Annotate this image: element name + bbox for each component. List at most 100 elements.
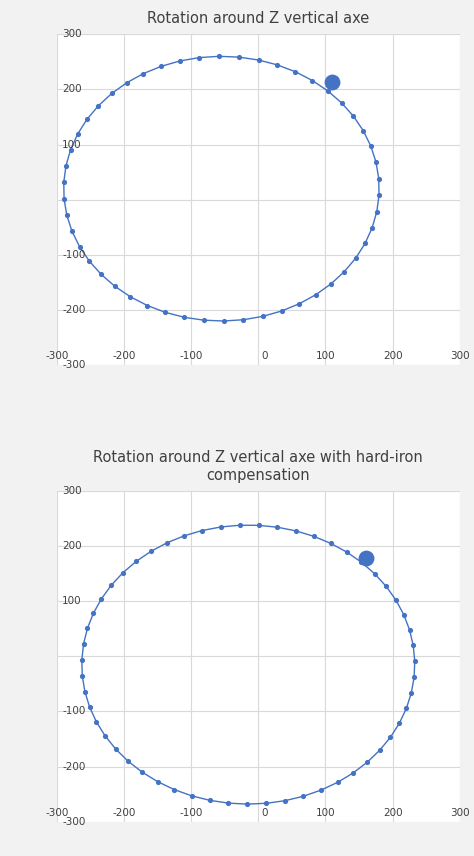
Point [63, 208, 71, 222]
Point [324, 84, 332, 98]
Point [359, 124, 367, 138]
Point [108, 579, 115, 592]
Text: -200: -200 [62, 305, 86, 315]
Point [80, 637, 87, 651]
Point [196, 51, 203, 64]
Point [343, 545, 351, 559]
Point [98, 592, 105, 606]
Point [400, 608, 408, 621]
Point [376, 744, 383, 758]
Point [367, 140, 374, 153]
Text: -300: -300 [62, 817, 86, 827]
Point [90, 607, 97, 621]
Point [292, 524, 300, 538]
Point [83, 621, 91, 635]
Point [387, 730, 394, 744]
Point [163, 536, 171, 550]
Text: -200: -200 [62, 762, 86, 771]
Point [239, 313, 247, 327]
Point [410, 639, 417, 652]
Point [200, 313, 208, 327]
Point [170, 782, 178, 796]
Point [86, 700, 93, 714]
Point [236, 519, 243, 532]
Point [78, 653, 86, 667]
Point [162, 306, 169, 319]
Point [361, 236, 369, 250]
Point [108, 86, 116, 100]
Point [375, 172, 383, 186]
Point [375, 188, 383, 202]
Point [188, 789, 195, 803]
Point [144, 299, 151, 312]
Point [317, 783, 325, 797]
Text: 200: 200 [62, 85, 82, 94]
Point [383, 580, 390, 593]
Point [181, 529, 188, 543]
Title: Rotation around Z vertical axe with hard-iron
compensation: Rotation around Z vertical axe with hard… [93, 450, 423, 483]
Text: 300: 300 [450, 808, 470, 817]
Text: 200: 200 [383, 808, 402, 817]
Point [235, 51, 243, 64]
Point [74, 128, 82, 141]
Point [406, 623, 413, 637]
Point [62, 159, 70, 173]
Point [138, 765, 146, 779]
Point [300, 789, 307, 803]
Point [123, 76, 131, 90]
Point [263, 796, 270, 810]
Point [181, 311, 188, 324]
Point [278, 304, 285, 318]
Point [154, 775, 161, 788]
Point [86, 254, 93, 268]
Text: -100: -100 [62, 250, 86, 260]
Point [396, 716, 403, 730]
Point [76, 240, 83, 253]
Point [309, 74, 316, 87]
Point [119, 566, 127, 580]
Text: 200: 200 [383, 351, 402, 361]
Text: 200: 200 [62, 541, 82, 551]
Point [83, 112, 91, 126]
Text: -100: -100 [180, 351, 203, 361]
Point [255, 519, 262, 532]
Point [392, 593, 400, 607]
Point [402, 701, 410, 715]
Point [68, 224, 76, 238]
Point [364, 756, 371, 770]
Point [244, 797, 251, 811]
Text: 100: 100 [62, 596, 82, 606]
Point [79, 669, 86, 683]
Point [296, 297, 303, 311]
Point [373, 205, 381, 218]
Point [372, 155, 380, 169]
Point [111, 280, 119, 294]
Text: -300: -300 [45, 351, 69, 361]
Point [410, 670, 418, 684]
Point [349, 766, 357, 780]
Text: 0: 0 [262, 351, 268, 361]
Point [259, 310, 266, 324]
Point [60, 192, 68, 205]
Point [125, 754, 132, 768]
Point [358, 556, 365, 569]
Point [341, 265, 348, 278]
Point [273, 58, 281, 72]
Point [81, 685, 89, 698]
Text: 0: 0 [262, 808, 268, 817]
Point [215, 50, 223, 63]
Text: -200: -200 [112, 351, 136, 361]
Point [310, 530, 318, 544]
Point [198, 524, 206, 538]
Point [411, 655, 419, 669]
Point [334, 776, 341, 789]
Point [273, 520, 281, 534]
Text: 100: 100 [62, 140, 82, 150]
Point [350, 110, 357, 123]
Point [371, 567, 378, 580]
Text: -100: -100 [180, 808, 203, 817]
Point [101, 729, 109, 743]
Point [98, 268, 105, 282]
Text: 300: 300 [450, 351, 470, 361]
Text: 300: 300 [62, 486, 82, 496]
